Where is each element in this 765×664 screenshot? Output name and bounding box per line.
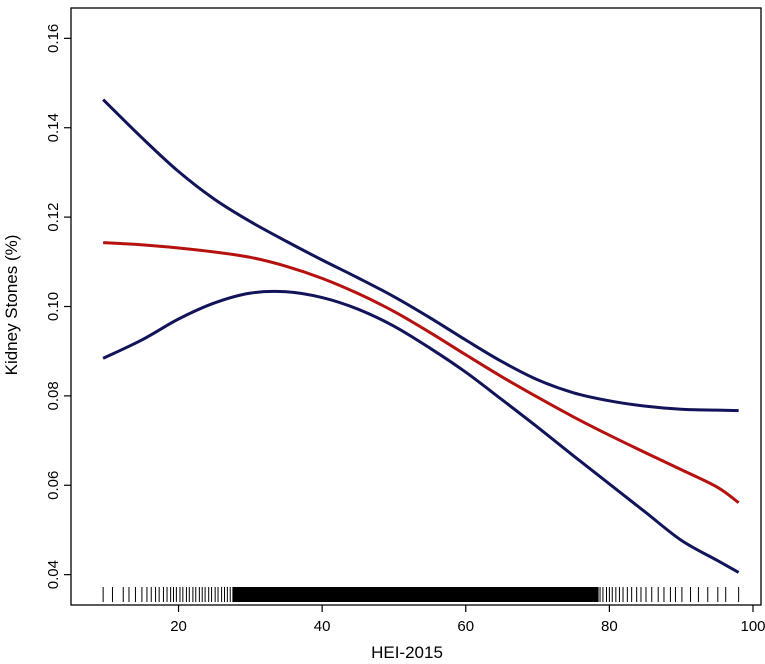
plot-frame [70, 7, 762, 606]
y-tick-label: 0.12 [45, 203, 62, 232]
y-tick-label: 0.08 [45, 381, 62, 410]
x-tick-label: 80 [601, 618, 618, 635]
x-axis-title: HEI-2015 [371, 643, 443, 662]
y-tick-label: 0.16 [45, 24, 62, 53]
upper-ci-line [102, 98, 739, 413]
y-tick-label: 0.14 [45, 113, 62, 142]
estimate-line [103, 241, 740, 504]
y-tick-label: 0.06 [45, 471, 62, 500]
series-lines [102, 98, 740, 574]
rug-plot [102, 587, 740, 602]
x-tick-label: 20 [170, 618, 187, 635]
y-axis: 0.04 0.06 0.08 0.10 0.12 0.14 0.16 [45, 24, 71, 589]
x-tick-label: 40 [314, 618, 331, 635]
x-tick-label: 100 [740, 618, 765, 635]
rug-dense-band [232, 587, 599, 602]
lower-ci-line [102, 289, 740, 574]
y-tick-label: 0.04 [45, 560, 62, 589]
y-axis-title: Kidney Stones (%) [2, 235, 21, 376]
y-tick-label: 0.10 [45, 292, 62, 321]
x-axis: 20 40 60 80 100 [170, 605, 765, 635]
x-tick-label: 60 [457, 618, 474, 635]
